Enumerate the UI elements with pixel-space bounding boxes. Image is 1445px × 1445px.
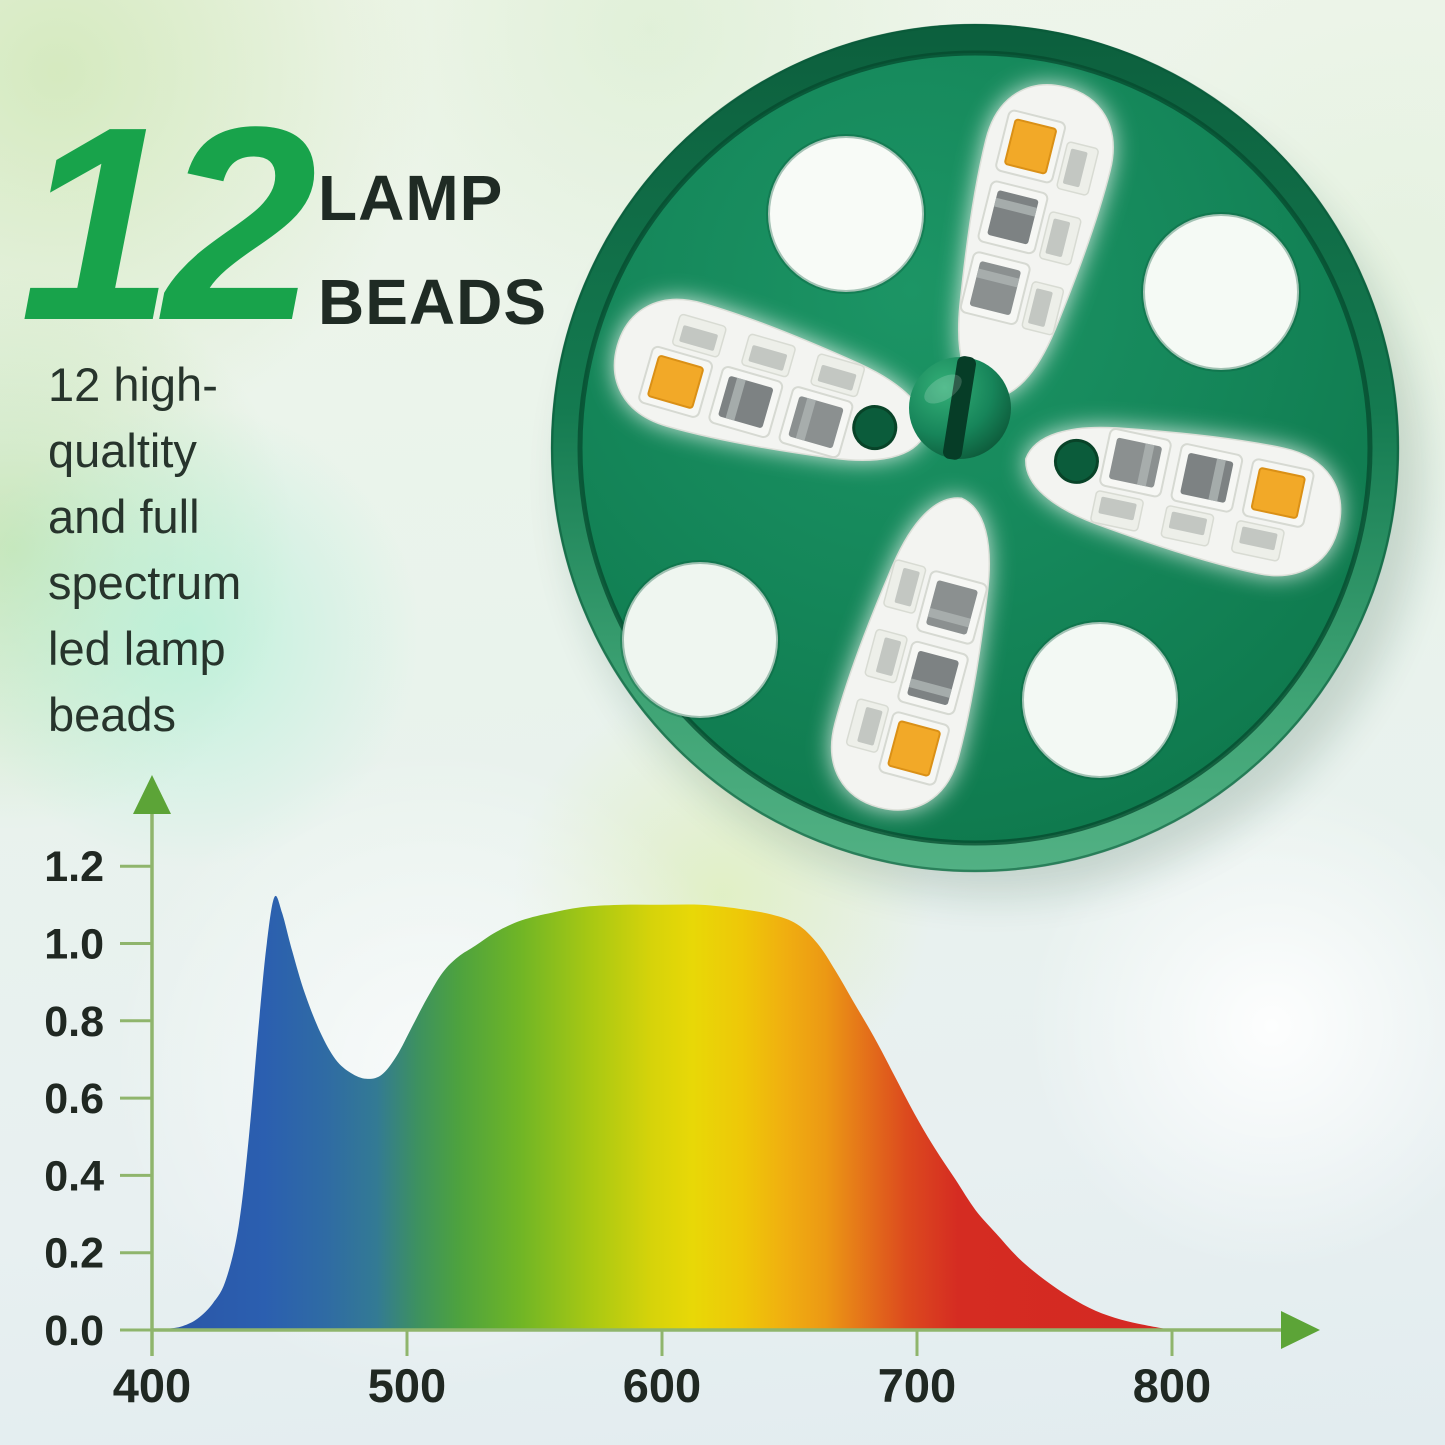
chip-top bbox=[817, 365, 857, 391]
lamp-bead-gray bbox=[977, 180, 1049, 255]
y-axis-tick-label: 0.4 bbox=[44, 1152, 104, 1200]
small-chip bbox=[672, 313, 727, 358]
reel-center-screw bbox=[909, 356, 1011, 460]
y-axis-arrow-icon bbox=[133, 775, 171, 814]
x-axis-arrow-icon bbox=[1281, 1311, 1320, 1349]
y-axis-tick-label: 0.0 bbox=[44, 1307, 104, 1355]
lamp-bead-gray bbox=[897, 640, 969, 716]
bead-chip-divider bbox=[1136, 443, 1155, 487]
chip-top bbox=[894, 568, 920, 607]
subtitle-line: and full spectrum bbox=[48, 490, 242, 609]
chip-top bbox=[1168, 511, 1207, 536]
screw-slot bbox=[942, 356, 977, 460]
y-axis-tick-label: 0.6 bbox=[44, 1075, 104, 1123]
reel-hole bbox=[1020, 620, 1180, 780]
bead-chip-divider bbox=[994, 197, 1037, 217]
petal-screw-hole bbox=[852, 405, 898, 451]
petal-screw-hole bbox=[1053, 438, 1099, 484]
lamp-bead-amber bbox=[1242, 458, 1315, 528]
y-axis-tick-label: 0.8 bbox=[44, 998, 104, 1046]
headline-title: LAMP BEADS bbox=[318, 146, 547, 354]
headline-title-line1: LAMP bbox=[318, 162, 504, 234]
y-axis-tick-label: 1.0 bbox=[44, 921, 104, 969]
chip-top bbox=[679, 325, 718, 351]
bead-chip bbox=[1004, 118, 1057, 175]
bead-chip bbox=[887, 720, 941, 777]
small-chip bbox=[864, 628, 908, 684]
spectrum-chart: 0.0 0.2 0.4 0.6 0.8 1.0 1.2 400 500 600 700 800 bbox=[44, 775, 1320, 1412]
bead-chip-divider bbox=[976, 268, 1020, 288]
lamp-bead-amber bbox=[995, 109, 1066, 184]
chip-top bbox=[1028, 288, 1053, 327]
chip-top bbox=[1098, 496, 1137, 521]
reel-petals bbox=[613, 84, 1342, 811]
x-axis-ticks: 400 500 600 700 800 bbox=[113, 1330, 1211, 1412]
lamp-bead-gray bbox=[959, 251, 1031, 325]
reel-holes bbox=[620, 134, 1301, 780]
bead-chip-divider bbox=[1208, 458, 1226, 502]
reel-groove-ring bbox=[577, 50, 1373, 846]
bead-count-number: 12 bbox=[20, 70, 317, 378]
bead-chip-divider bbox=[795, 397, 816, 441]
lamp-bead-amber bbox=[878, 711, 950, 786]
bead-chip bbox=[1250, 467, 1306, 519]
small-chip bbox=[1090, 490, 1144, 532]
reel-hole bbox=[1141, 212, 1301, 372]
bead-chip bbox=[647, 355, 704, 409]
lamp-bead-gray bbox=[778, 386, 854, 459]
subtitle-line: led lamp beads bbox=[48, 622, 226, 741]
bead-chip-divider bbox=[725, 377, 746, 421]
subtitle-line: 12 high-qualtity bbox=[48, 358, 218, 477]
small-chip bbox=[1160, 505, 1215, 547]
chip-top bbox=[1239, 526, 1278, 551]
lamp-bead-gray bbox=[1099, 427, 1172, 498]
small-chip bbox=[1231, 520, 1285, 562]
small-chip bbox=[1039, 211, 1082, 266]
small-chip bbox=[883, 559, 927, 614]
x-axis-tick-label: 600 bbox=[623, 1359, 701, 1412]
headline-subtitle: 12 high-qualtity and full spectrum led l… bbox=[48, 352, 241, 748]
small-chip bbox=[845, 698, 889, 753]
chip-top bbox=[1063, 148, 1088, 188]
x-axis-tick-label: 500 bbox=[368, 1359, 446, 1412]
small-chip bbox=[741, 333, 796, 378]
y-axis-ticks: 0.0 0.2 0.4 0.6 0.8 1.0 1.2 bbox=[44, 843, 152, 1355]
chip-top bbox=[857, 707, 883, 746]
lamp-bead-gray bbox=[708, 366, 784, 439]
lamp-bead-gray bbox=[916, 570, 988, 645]
small-chip bbox=[810, 353, 865, 398]
reel-outer-edge bbox=[550, 23, 1400, 873]
x-axis-tick-label: 700 bbox=[878, 1359, 956, 1412]
y-axis-tick-label: 0.2 bbox=[44, 1230, 104, 1278]
lamp-bead-amber bbox=[638, 345, 713, 418]
chip-top bbox=[876, 637, 901, 676]
x-axis-tick-label: 400 bbox=[113, 1359, 191, 1412]
y-axis-tick-label: 1.2 bbox=[44, 843, 104, 891]
bead-chip-divider bbox=[908, 678, 952, 698]
reel-petal bbox=[957, 84, 1114, 399]
chip-top bbox=[748, 345, 787, 371]
small-chip bbox=[1056, 141, 1099, 196]
bead-chip-divider bbox=[927, 607, 971, 628]
lamp-bead-gray bbox=[1170, 443, 1244, 513]
small-chip bbox=[1021, 281, 1065, 336]
screw-highlight bbox=[924, 374, 962, 404]
reel-petal bbox=[613, 298, 926, 461]
reel-hole bbox=[766, 134, 926, 294]
x-axis-tick-label: 800 bbox=[1133, 1359, 1211, 1412]
reel-hole bbox=[620, 560, 780, 720]
reel-petal bbox=[1025, 426, 1342, 577]
spectrum-curve bbox=[152, 895, 1172, 1330]
led-reel-illustration bbox=[550, 23, 1422, 896]
headline-title-line2: BEADS bbox=[318, 266, 548, 338]
reel-petal bbox=[830, 497, 990, 811]
chip-top bbox=[1045, 218, 1070, 257]
